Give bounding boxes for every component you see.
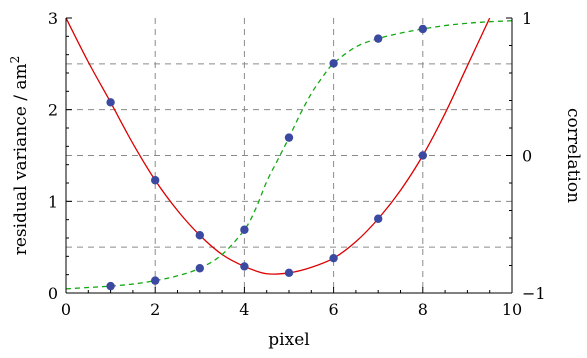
data-point-correlation	[374, 34, 383, 43]
data-point-correlation	[240, 225, 249, 234]
y-left-title-superscript: 2	[8, 56, 22, 64]
data-point-correlation	[418, 24, 427, 34]
data-point-correlation	[329, 59, 338, 68]
y-right-axis-title: correlation	[563, 108, 583, 203]
series-line-correlation	[66, 20, 512, 290]
x-tick-label: 6	[329, 300, 339, 319]
x-tick-label: 8	[418, 300, 428, 319]
y-left-tick-label: 2	[48, 101, 58, 120]
curves	[66, 18, 512, 290]
data-point-variance	[151, 176, 160, 185]
data-point-correlation	[151, 276, 160, 285]
data-point-correlation	[195, 264, 204, 273]
data-point-variance	[240, 262, 249, 271]
grid	[66, 18, 512, 293]
data-point-variance	[284, 268, 294, 278]
y-left-tick-label: 0	[48, 284, 58, 303]
y-right-tick-label: 0	[522, 147, 532, 166]
x-tick-label: 10	[502, 300, 522, 319]
data-point-variance	[195, 231, 204, 240]
data-point-variance	[106, 98, 115, 107]
y-left-tick-label: 1	[48, 192, 58, 211]
data-point-variance	[329, 253, 338, 263]
x-tick-label: 0	[61, 300, 71, 319]
axes: 0 2 4 6 8 10 0 1 2 3 −1 0 1	[48, 9, 546, 319]
y-right-tick-label: −1	[522, 284, 546, 303]
data-point-variance	[374, 214, 383, 223]
y-right-tick-label: 1	[522, 9, 532, 28]
series-line-variance	[66, 18, 491, 275]
x-axis-title: pixel	[268, 330, 309, 350]
y-left-tick-label: 3	[48, 9, 58, 28]
data-point-variance	[418, 151, 427, 160]
y-left-axis-title: residual variance / am2	[8, 56, 31, 256]
y-left-title-text: residual variance / am	[11, 63, 31, 255]
x-tick-label: 4	[239, 300, 249, 319]
data-point-correlation	[106, 281, 115, 291]
x-tick-label: 2	[150, 300, 160, 319]
data-point-correlation	[284, 133, 294, 142]
markers	[106, 24, 427, 291]
labels: pixel residual variance / am2 correlatio…	[8, 56, 583, 350]
